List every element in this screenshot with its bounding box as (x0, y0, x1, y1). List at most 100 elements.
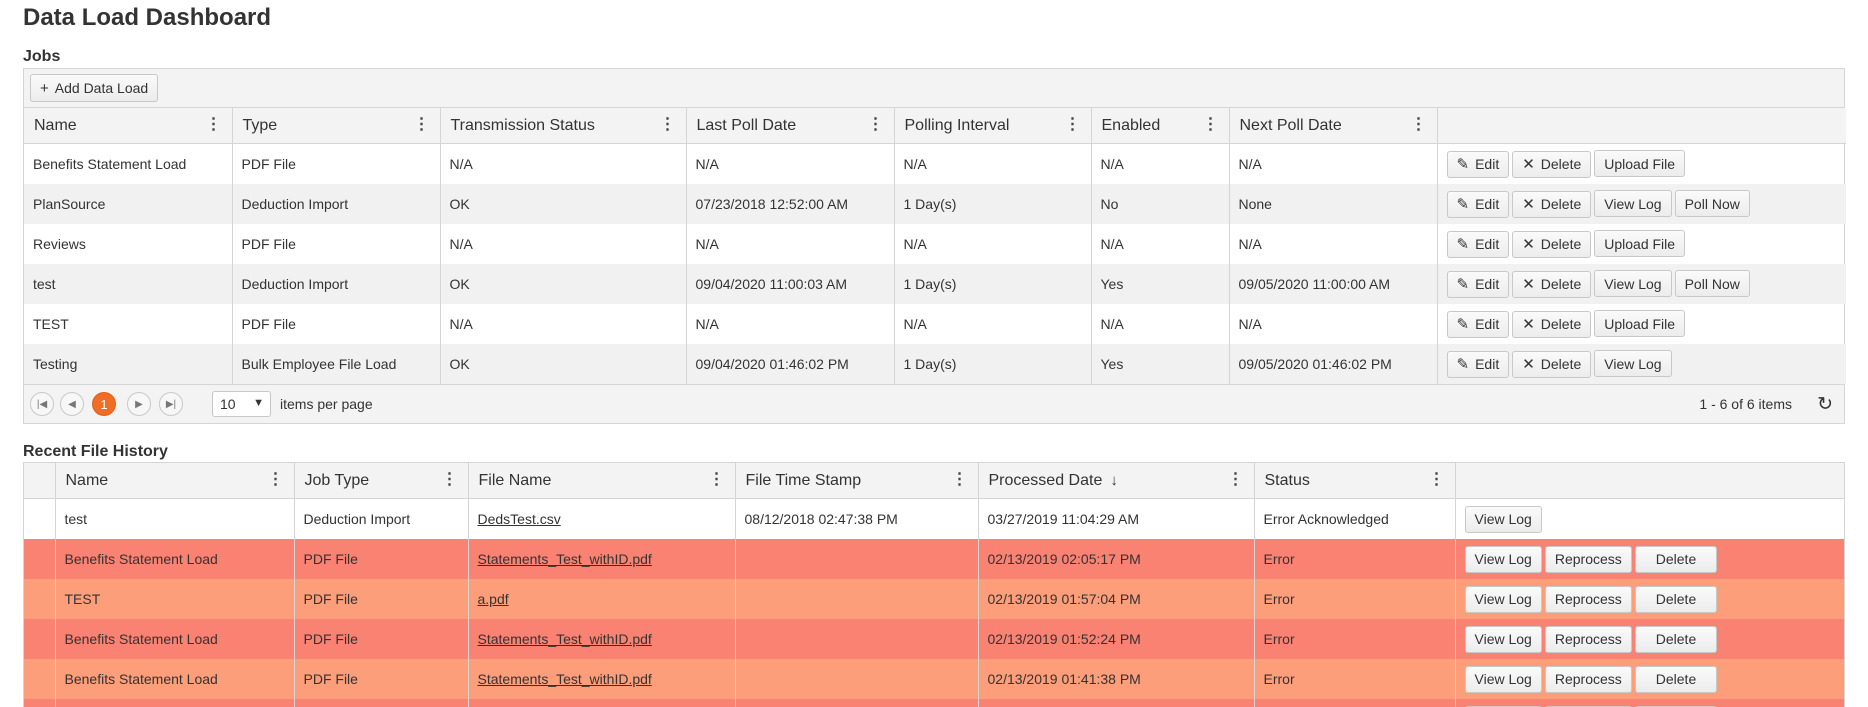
cell-file-ts (735, 579, 979, 619)
column-header-transmission-status[interactable]: Transmission Status ⋮ (440, 108, 687, 144)
view-log-button[interactable]: View Log (1464, 665, 1542, 693)
reprocess-button[interactable]: Reprocess (1544, 545, 1632, 573)
reprocess-button[interactable]: Reprocess (1544, 705, 1632, 707)
add-data-load-button[interactable]: + Add Data Load (30, 74, 159, 102)
column-header-job-type[interactable]: Job Type ⋮ (294, 463, 469, 499)
delete-button[interactable]: Delete (1634, 545, 1718, 573)
cell-processed: 02/13/2019 01:57:04 PM (978, 579, 1255, 619)
column-menu-icon[interactable]: ⋮ (867, 116, 884, 133)
upload-file-button[interactable]: Upload File (1594, 230, 1686, 258)
cell-enabled: Yes (1091, 344, 1230, 384)
edit-button[interactable]: ✎ Edit (1446, 350, 1510, 378)
column-menu-icon[interactable]: ⋮ (951, 471, 968, 488)
page-size-select[interactable]: 10 ▼ (212, 391, 271, 417)
edit-button[interactable]: ✎ Edit (1446, 310, 1510, 338)
reprocess-button[interactable]: Reprocess (1544, 625, 1632, 653)
cell-file-name: Statements_Test_withID.pdf (468, 659, 736, 699)
delete-button[interactable]: ✕ Delete (1512, 230, 1592, 258)
file-link[interactable]: Statements_Test_withID.pdf (477, 551, 652, 567)
next-page-icon[interactable]: ▶ (127, 392, 151, 416)
column-header-label: Polling Interval (904, 116, 1010, 134)
cell-name: Reviews (24, 224, 233, 264)
column-header-processed-date[interactable]: Processed Date ↓ ⋮ (978, 463, 1255, 499)
delete-button[interactable]: Delete (1634, 585, 1718, 613)
column-header-next-poll-date[interactable]: Next Poll Date ⋮ (1229, 108, 1438, 144)
file-link[interactable]: Statements_Test_withID.pdf (477, 671, 652, 687)
cell-type: PDF File (232, 224, 441, 264)
column-header-last-poll-date[interactable]: Last Poll Date ⋮ (686, 108, 895, 144)
cell-last-poll: N/A (686, 304, 895, 344)
edit-button[interactable]: ✎ Edit (1446, 270, 1510, 298)
delete-button[interactable]: ✕ Delete (1512, 150, 1592, 178)
poll-now-button[interactable]: Poll Now (1674, 270, 1750, 298)
poll-now-button[interactable]: Poll Now (1674, 190, 1750, 218)
view-log-button[interactable]: View Log (1594, 270, 1672, 298)
cell-status: N/A (440, 224, 687, 264)
column-menu-icon[interactable]: ⋮ (659, 116, 676, 133)
cell-last-poll: N/A (686, 143, 895, 184)
pager-info: 1 - 6 of 6 items (1699, 396, 1792, 412)
reprocess-button[interactable]: Reprocess (1544, 585, 1632, 613)
refresh-icon[interactable]: ↻ (1817, 394, 1833, 415)
table-row: Benefits Statement Load PDF File Statement… (24, 619, 1844, 659)
column-menu-icon[interactable]: ⋮ (1227, 471, 1244, 488)
column-header-type[interactable]: Type ⋮ (232, 108, 441, 144)
cell-type: Deduction Import (232, 264, 441, 304)
view-log-button[interactable]: View Log (1464, 705, 1542, 707)
view-log-button[interactable]: View Log (1594, 190, 1672, 218)
jobs-pager: |◀ ◀ 1 ▶ ▶| 10 ▼ items per page 1 - 6 of… (24, 384, 1844, 423)
column-menu-icon[interactable]: ⋮ (1428, 471, 1445, 488)
file-link[interactable]: DedsTest.csv (477, 511, 561, 527)
reprocess-button[interactable]: Reprocess (1544, 665, 1632, 693)
edit-button[interactable]: ✎ Edit (1446, 230, 1510, 258)
delete-button[interactable]: Delete (1634, 665, 1718, 693)
upload-file-button[interactable]: Upload File (1594, 310, 1686, 338)
cell-status: Error Acknowledged (1254, 498, 1456, 539)
column-header-status[interactable]: Status ⋮ (1254, 463, 1456, 499)
column-header-polling-interval[interactable]: Polling Interval ⋮ (894, 108, 1092, 144)
column-menu-icon[interactable]: ⋮ (1410, 116, 1427, 133)
delete-button[interactable]: ✕ Delete (1512, 190, 1592, 218)
cell-last-poll: 09/04/2020 01:46:02 PM (686, 344, 895, 384)
view-log-button[interactable]: View Log (1594, 350, 1672, 378)
delete-button[interactable]: ✕ Delete (1512, 350, 1592, 378)
column-header-file-name[interactable]: File Name ⋮ (468, 463, 736, 499)
column-menu-icon[interactable]: ⋮ (205, 116, 222, 133)
view-log-button[interactable]: View Log (1464, 545, 1542, 573)
page-button-current[interactable]: 1 (92, 392, 116, 416)
column-header-file-time-stamp[interactable]: File Time Stamp ⋮ (735, 463, 979, 499)
column-menu-icon[interactable]: ⋮ (413, 116, 430, 133)
button-label: Delete (1540, 156, 1582, 173)
button-label: Upload File (1604, 155, 1676, 172)
delete-button[interactable]: Delete (1634, 625, 1718, 653)
upload-file-button[interactable]: Upload File (1594, 150, 1686, 178)
column-menu-icon[interactable]: ⋮ (441, 471, 458, 488)
view-log-button[interactable]: View Log (1464, 585, 1542, 613)
column-header-name[interactable]: Name ⋮ (24, 108, 233, 144)
delete-button[interactable]: ✕ Delete (1512, 310, 1592, 338)
button-label: Upload File (1604, 315, 1676, 332)
cell-interval: N/A (894, 304, 1092, 344)
cell-status: OK (440, 264, 687, 304)
view-log-button[interactable]: View Log (1464, 505, 1542, 533)
column-menu-icon[interactable]: ⋮ (267, 471, 284, 488)
column-header-name[interactable]: Name ⋮ (55, 463, 295, 499)
prev-page-icon[interactable]: ◀ (60, 392, 84, 416)
cell-interval: 1 Day(s) (894, 264, 1092, 304)
column-menu-icon[interactable]: ⋮ (708, 471, 725, 488)
pencil-icon: ✎ (1456, 235, 1470, 253)
column-menu-icon[interactable]: ⋮ (1202, 116, 1219, 133)
file-link[interactable]: Statements_Test_withID.pdf (477, 631, 652, 647)
cell-type: PDF File (232, 143, 441, 184)
edit-button[interactable]: ✎ Edit (1446, 190, 1510, 218)
column-menu-icon[interactable]: ⋮ (1064, 116, 1081, 133)
cell-actions: ✎ Edit ✕ Delete Upload File (1437, 224, 1846, 264)
cell-file-name: a.pdf (468, 579, 736, 619)
delete-button[interactable]: ✕ Delete (1512, 270, 1592, 298)
file-link[interactable]: a.pdf (477, 591, 509, 607)
last-page-icon[interactable]: ▶| (159, 392, 183, 416)
first-page-icon[interactable]: |◀ (30, 392, 54, 416)
view-log-button[interactable]: View Log (1464, 625, 1542, 653)
column-header-enabled[interactable]: Enabled ⋮ (1091, 108, 1230, 144)
edit-button[interactable]: ✎ Edit (1446, 150, 1510, 178)
